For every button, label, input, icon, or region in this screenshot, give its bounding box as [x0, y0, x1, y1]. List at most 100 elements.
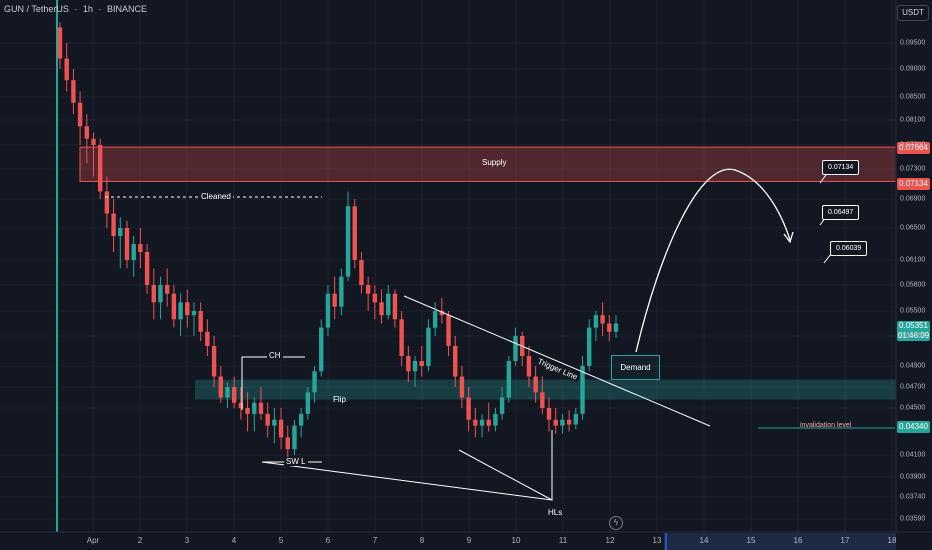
- candle-body: [164, 285, 170, 294]
- candle-body: [278, 419, 284, 438]
- lightning-icon[interactable]: ϟ: [609, 516, 623, 530]
- target1-callout: 0.07134: [822, 160, 860, 175]
- last-price-tag: 0.05351 01:46:09: [897, 321, 930, 341]
- time-tick-label: 17: [840, 536, 850, 545]
- time-tick-label: 12: [605, 536, 615, 545]
- hls-label: HLs: [548, 508, 563, 517]
- candle-body: [151, 285, 156, 303]
- candle-body: [359, 260, 364, 285]
- candle-body: [325, 293, 331, 328]
- candle-body: [205, 331, 210, 346]
- time-tick-label: 2: [137, 536, 143, 545]
- candle-body: [466, 397, 471, 420]
- candle-body: [104, 191, 110, 214]
- swl-label: SW L: [284, 457, 308, 466]
- candle-body: [245, 408, 250, 414]
- price-tick-label: 0.06100: [900, 256, 926, 264]
- time-tick-label: 5: [278, 536, 284, 545]
- candle-body: [292, 425, 297, 450]
- candle-body: [84, 126, 89, 139]
- candle-body: [526, 356, 532, 377]
- candle-body: [312, 371, 317, 393]
- candle-body: [345, 206, 351, 277]
- candle-body: [379, 302, 384, 316]
- swl-trend-line: [261, 461, 553, 501]
- target3-pointer: [823, 253, 832, 264]
- projection-arrow: [635, 168, 791, 353]
- time-tick-label: 18: [887, 536, 897, 545]
- candle-body: [298, 413, 304, 426]
- candle-body: [352, 206, 357, 260]
- candle-body: [118, 228, 123, 236]
- candle-body: [231, 387, 237, 403]
- candle-body: [185, 302, 190, 316]
- candle-body: [71, 80, 76, 103]
- candle-body: [97, 145, 103, 192]
- time-tick-label: 7: [372, 536, 378, 545]
- candle-body: [580, 366, 585, 414]
- candle-body: [365, 285, 371, 294]
- time-tick-label: 14: [699, 536, 709, 545]
- candle-body: [499, 397, 505, 414]
- supply-zone: [79, 146, 897, 182]
- candle-body: [319, 327, 324, 372]
- candle-body: [473, 419, 478, 426]
- price-tick-label: 0.09500: [900, 39, 926, 47]
- candle-body: [613, 323, 619, 332]
- ch-label: CH: [267, 351, 283, 360]
- candle-body: [486, 419, 491, 426]
- invalidation-label: invalidation level: [800, 422, 852, 429]
- candle-body: [225, 387, 230, 398]
- candle-body: [386, 293, 391, 316]
- currency-badge[interactable]: USDT: [897, 5, 929, 21]
- future-range-highlight: [664, 533, 896, 550]
- supply-top-price-tag: 0.07664: [897, 142, 930, 154]
- price-tick-label: 0.03900: [900, 473, 926, 481]
- time-tick-label: 6: [325, 536, 331, 545]
- candle-body: [546, 408, 552, 420]
- grid: [0, 0, 896, 532]
- trigger-line: [403, 295, 711, 427]
- symbol-title[interactable]: GUN / TetherUS · 1h · BINANCE: [4, 4, 147, 14]
- candle-body: [77, 102, 83, 127]
- time-tick-label: 16: [793, 536, 803, 545]
- candle-body: [392, 293, 398, 320]
- candle-body: [158, 285, 163, 303]
- candle-body: [426, 327, 431, 366]
- target3-callout: 0.06039: [830, 241, 868, 256]
- candle-body: [124, 228, 130, 260]
- last-price-value: 0.05351: [899, 321, 928, 330]
- symbol-name: GUN / TetherUS: [4, 4, 69, 14]
- candle-body: [198, 311, 203, 332]
- time-tick-label: 9: [466, 536, 472, 545]
- candle-body: [265, 413, 270, 426]
- price-tick-label: 0.05500: [900, 307, 926, 315]
- candle-body: [513, 336, 518, 361]
- price-tick-label: 0.04500: [900, 404, 926, 412]
- time-tick-label: 3: [184, 536, 190, 545]
- flip-zone: [195, 379, 896, 400]
- price-tick-label: 0.06900: [900, 195, 926, 203]
- candle-body: [252, 402, 257, 414]
- candle-body: [459, 376, 465, 398]
- time-tick-label: 15: [746, 536, 756, 545]
- time-tick-label: 11: [558, 536, 568, 545]
- candle-body: [540, 392, 545, 408]
- candles: [57, 22, 619, 458]
- candle-body: [573, 413, 579, 425]
- candle-body: [587, 327, 592, 366]
- time-tick-label: 10: [511, 536, 521, 545]
- interval-label: 1h: [82, 4, 93, 14]
- candle-body: [138, 244, 143, 252]
- candle-body: [553, 419, 558, 426]
- time-tick-label: 4: [231, 536, 237, 545]
- candle-body: [131, 244, 136, 260]
- candle-body: [439, 311, 445, 316]
- candle-body: [406, 356, 411, 372]
- demand-zone-box: Demand: [611, 355, 660, 380]
- price-tick-label: 0.08100: [900, 116, 926, 124]
- candle-body: [372, 293, 378, 303]
- price-tick-label: 0.07700: [900, 141, 926, 149]
- candle-body: [566, 419, 572, 425]
